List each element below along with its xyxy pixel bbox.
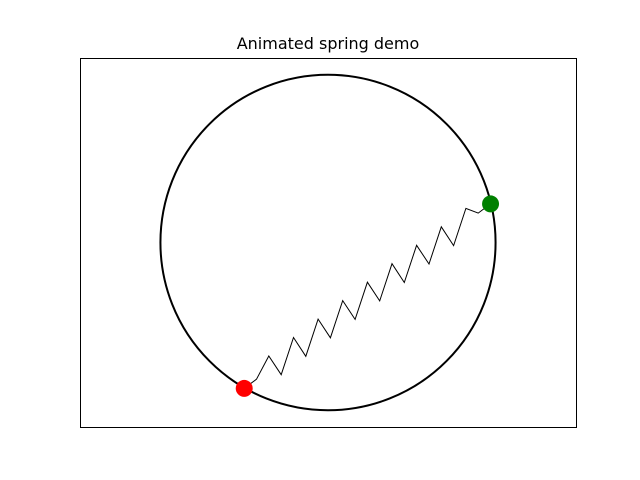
plot-title: Animated spring demo — [237, 34, 420, 53]
plot-layer — [159, 73, 500, 412]
axes-frame — [80, 58, 577, 428]
spring-endpoint-1 — [235, 379, 253, 397]
circle-track — [159, 73, 497, 412]
spring-endpoint-2 — [482, 195, 500, 213]
spring-line — [243, 203, 491, 389]
